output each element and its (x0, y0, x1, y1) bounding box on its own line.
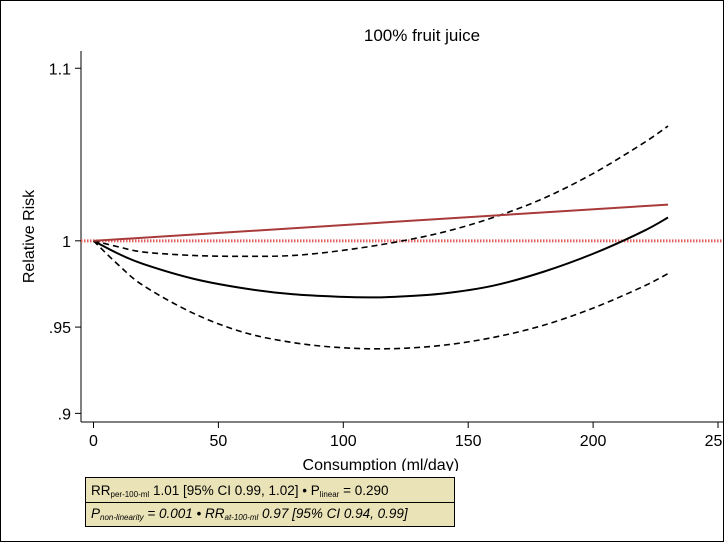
series-line-3 (93, 203, 669, 242)
series-line-1 (93, 125, 669, 258)
stats-line-linear: RRper-100-ml 1.01 [95% CI 0.99, 1.02] • … (91, 483, 389, 499)
rr-per-value: 1.01 [95% CI 0.99, 1.02] • P (149, 483, 320, 498)
rr-per-label: RR (91, 483, 111, 498)
x-tick-label: 100 (330, 433, 357, 450)
x-axis-title: Consumption (ml/day) (303, 457, 460, 471)
axes: .9 .95 1 1.1 0 50 100 150 200 250 (49, 51, 723, 450)
x-tick-label: 200 (580, 433, 607, 450)
rr-at-subscript: at-100-ml (224, 513, 259, 522)
x-tick-label: 0 (89, 433, 98, 450)
x-tick-label: 50 (209, 433, 227, 450)
stats-annotation-box: RRper-100-ml 1.01 [95% CI 0.99, 1.02] • … (85, 477, 455, 527)
series-line-0 (93, 216, 669, 299)
rr-per-subscript: per-100-ml (110, 490, 150, 499)
y-tick-label: .9 (58, 406, 71, 423)
chart-title: 100% fruit juice (364, 26, 480, 45)
rr-at-value: 0.97 [95% CI 0.94, 0.99] (258, 506, 408, 521)
p-nonlin-value: = 0.001 • RR (143, 506, 225, 521)
chart-svg: 100% fruit juice Relative Risk Consumpti… (21, 26, 723, 471)
stats-divider (86, 502, 454, 503)
series-layer (92, 125, 669, 350)
series-line-2 (92, 240, 669, 350)
y-axis-title: Relative Risk (21, 189, 38, 283)
p-nonlin-subscript: non-linearity (100, 513, 144, 522)
p-linear-value: = 0.290 (339, 483, 389, 498)
x-tick-label: 250 (705, 433, 723, 450)
x-tick-label: 150 (455, 433, 482, 450)
p-linear-subscript: linear (319, 490, 340, 499)
p-nonlin-label: P (91, 506, 101, 521)
y-tick-label: .95 (49, 320, 71, 337)
y-tick-label: 1.1 (49, 61, 71, 78)
stats-line-nonlinear: Pnon-linearity = 0.001 • RRat-100-ml 0.9… (91, 506, 408, 522)
y-tick-label: 1 (62, 234, 71, 251)
